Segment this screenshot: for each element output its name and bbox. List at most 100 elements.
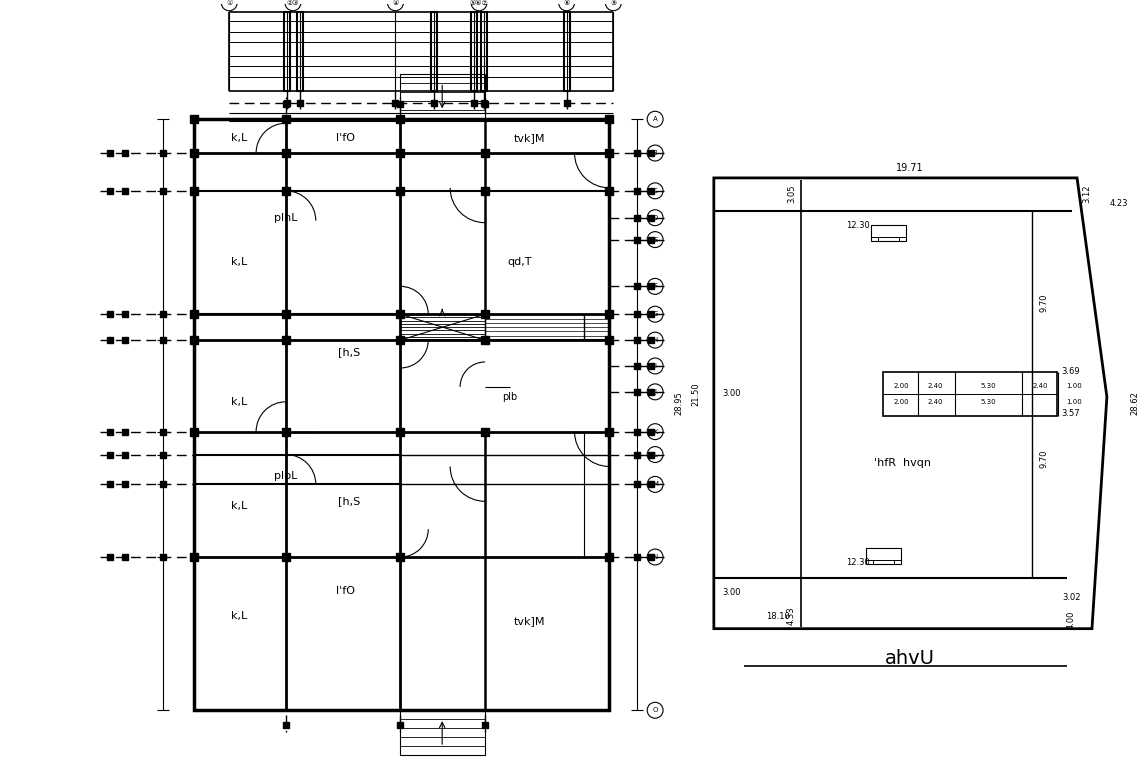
Bar [282,115,290,123]
Bar [481,336,489,344]
Bar [564,100,570,106]
Bar [648,481,654,487]
Bar [122,150,128,156]
Bar [883,372,1057,416]
Text: k,L: k,L [231,133,247,143]
Text: I: I [654,363,656,369]
Bar [282,336,290,344]
Bar [634,188,640,194]
Text: k,L: k,L [231,257,247,267]
Bar [107,150,113,156]
Text: qd,T: qd,T [508,257,532,267]
Bar [634,429,640,435]
Bar [472,11,477,92]
Bar [190,149,198,157]
Bar [472,100,477,106]
Bar [606,428,613,435]
Bar [634,481,640,487]
Text: 3.69: 3.69 [1062,367,1081,377]
Text: ④: ④ [392,0,399,6]
Bar [393,100,399,106]
Bar [190,428,198,435]
Text: 3.12: 3.12 [1082,185,1091,203]
Bar [648,188,654,194]
Bar [396,428,404,435]
Text: 5.30: 5.30 [981,399,997,405]
Bar [159,429,165,435]
Bar [634,311,640,317]
Bar [297,11,303,92]
Text: H: H [653,337,657,343]
Bar [190,553,198,561]
Bar [396,553,404,561]
Text: 2.40: 2.40 [1032,383,1048,389]
Bar [648,452,654,458]
Bar [282,722,289,728]
Bar [634,237,640,243]
Text: 2.00: 2.00 [893,383,909,389]
Bar [159,481,165,487]
Text: ⑧: ⑧ [564,0,570,6]
Bar [396,310,404,319]
Bar [606,149,613,157]
Text: ⑨: ⑨ [611,0,616,6]
Bar [634,363,640,369]
Bar [648,237,654,243]
Bar [606,310,613,319]
Bar [122,337,128,343]
Bar [564,11,570,92]
Bar [648,389,654,395]
Text: 19.71: 19.71 [896,163,924,173]
Bar [634,554,640,560]
Bar [481,149,489,157]
Bar [284,11,290,92]
Bar [159,188,165,194]
Text: J: J [654,389,656,395]
Text: C: C [653,188,657,194]
Bar [634,150,640,156]
Text: l'fO: l'fO [336,586,355,596]
Text: 3.57: 3.57 [1062,410,1081,418]
Bar [606,553,613,561]
Text: 4.00: 4.00 [1066,610,1075,629]
Bar [401,74,485,119]
Text: O: O [653,707,658,714]
Bar [396,149,404,157]
Text: ②③: ②③ [287,0,300,6]
Text: D: D [653,215,657,221]
Bar [648,283,654,290]
Bar [634,389,640,395]
Text: 4.23: 4.23 [1109,199,1128,209]
Bar [107,452,113,458]
Bar [159,554,165,560]
Bar [606,336,613,344]
Text: k,L: k,L [231,501,247,511]
Bar [606,115,613,123]
Text: E: E [653,237,657,243]
Bar [282,428,290,435]
Bar [432,100,437,106]
Bar [282,187,290,195]
Bar [122,452,128,458]
Text: k,L: k,L [231,397,247,406]
Text: A: A [653,116,657,122]
Bar [159,150,165,156]
Text: F: F [653,283,657,290]
Bar [648,337,654,343]
Bar [195,119,609,711]
Bar [282,102,289,107]
Bar [190,187,198,195]
Text: ⑤⑥⑦: ⑤⑥⑦ [469,0,489,6]
Bar [190,115,198,123]
Text: L: L [653,452,657,458]
Bar [122,481,128,487]
Text: 3.00: 3.00 [722,390,740,398]
Bar [634,452,640,458]
Text: 28.95: 28.95 [674,391,683,415]
Text: 1.00: 1.00 [1066,399,1082,405]
Text: 3.05: 3.05 [787,185,796,203]
Text: B: B [653,150,657,156]
Bar [401,711,485,755]
Text: 2.00: 2.00 [893,399,909,405]
Bar [107,481,113,487]
